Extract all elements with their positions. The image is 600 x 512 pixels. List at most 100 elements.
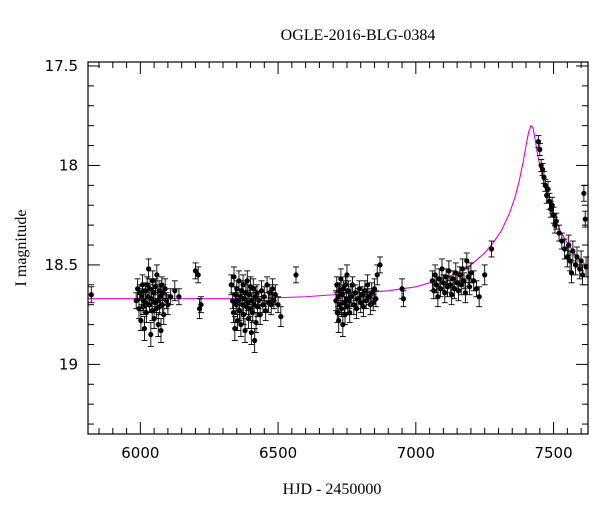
data-point xyxy=(251,328,258,353)
point-marker xyxy=(461,278,467,284)
point-marker xyxy=(147,286,153,292)
data-point xyxy=(144,276,151,294)
point-marker xyxy=(462,290,469,296)
data-point xyxy=(451,278,458,300)
data-point xyxy=(244,270,251,292)
data-point xyxy=(167,288,174,306)
point-marker xyxy=(258,288,265,294)
point-marker xyxy=(370,300,376,306)
point-marker xyxy=(466,284,473,290)
data-point xyxy=(466,278,473,296)
point-marker xyxy=(439,266,445,272)
point-marker xyxy=(162,286,168,292)
point-marker xyxy=(267,290,273,296)
point-marker xyxy=(476,294,482,300)
point-marker xyxy=(365,282,371,288)
point-marker xyxy=(261,294,267,300)
data-point xyxy=(192,262,199,280)
point-marker xyxy=(355,296,361,302)
point-marker xyxy=(458,282,464,288)
point-marker xyxy=(374,272,380,278)
point-marker xyxy=(400,296,407,302)
data-point xyxy=(240,274,247,296)
point-marker xyxy=(369,290,375,296)
data-point xyxy=(175,288,182,306)
point-marker xyxy=(568,270,575,276)
point-marker xyxy=(359,292,365,298)
point-marker xyxy=(138,318,144,324)
point-marker xyxy=(228,282,234,288)
point-marker xyxy=(253,319,259,326)
data-point xyxy=(158,318,165,343)
point-marker xyxy=(248,329,254,336)
data-point xyxy=(135,298,142,320)
point-marker xyxy=(566,242,572,248)
data-point xyxy=(364,274,371,296)
chart-title: OGLE-2016-BLG-0384 xyxy=(281,27,436,44)
data-point xyxy=(231,266,238,288)
point-marker xyxy=(535,138,542,145)
data-point xyxy=(569,240,576,262)
point-marker xyxy=(460,266,466,272)
point-marker xyxy=(249,298,255,304)
point-marker xyxy=(242,327,248,334)
data-point xyxy=(580,184,587,202)
point-marker xyxy=(134,286,141,292)
data-point xyxy=(248,292,255,310)
point-marker xyxy=(195,272,201,278)
data-point xyxy=(231,316,238,341)
point-marker xyxy=(230,310,237,316)
point-marker xyxy=(168,294,174,300)
point-marker xyxy=(154,272,160,278)
data-point xyxy=(160,284,167,302)
point-marker xyxy=(482,272,488,278)
point-marker xyxy=(158,327,164,334)
point-marker xyxy=(356,286,362,292)
data-point xyxy=(155,312,162,337)
data-point xyxy=(553,212,560,230)
point-marker xyxy=(336,288,343,294)
data-point xyxy=(481,264,488,286)
data-point xyxy=(578,250,585,272)
point-marker xyxy=(336,318,342,324)
point-marker xyxy=(252,337,258,344)
data-point xyxy=(346,302,353,324)
point-marker xyxy=(465,274,471,280)
point-marker xyxy=(139,294,145,300)
point-marker xyxy=(468,270,474,276)
data-point xyxy=(476,286,483,308)
data-point xyxy=(437,280,444,298)
data-point xyxy=(462,282,469,304)
x-tick-label: 6500 xyxy=(259,444,297,462)
data-point xyxy=(467,262,474,284)
point-marker xyxy=(152,284,159,290)
data-point xyxy=(343,264,350,286)
point-marker xyxy=(582,216,588,222)
point-marker xyxy=(139,282,146,288)
point-marker xyxy=(155,321,161,328)
data-point xyxy=(565,234,572,256)
data-point xyxy=(350,294,357,316)
data-point xyxy=(352,284,359,302)
point-marker xyxy=(399,286,405,292)
data-point xyxy=(275,296,282,314)
point-marker xyxy=(432,272,438,278)
y-tick-label: 17.5 xyxy=(45,57,78,75)
point-marker xyxy=(142,288,148,294)
point-marker xyxy=(88,292,94,298)
point-marker xyxy=(583,264,589,270)
point-marker xyxy=(455,288,462,294)
data-point xyxy=(564,246,571,268)
point-marker xyxy=(442,290,448,296)
data-point xyxy=(145,258,152,280)
data-point xyxy=(448,284,455,306)
point-marker xyxy=(362,288,368,294)
point-marker xyxy=(431,288,437,294)
data-point xyxy=(359,286,366,304)
data-point xyxy=(445,260,452,282)
data-point xyxy=(147,322,154,347)
point-marker xyxy=(581,190,587,196)
point-marker xyxy=(144,282,150,288)
point-marker xyxy=(160,290,166,296)
